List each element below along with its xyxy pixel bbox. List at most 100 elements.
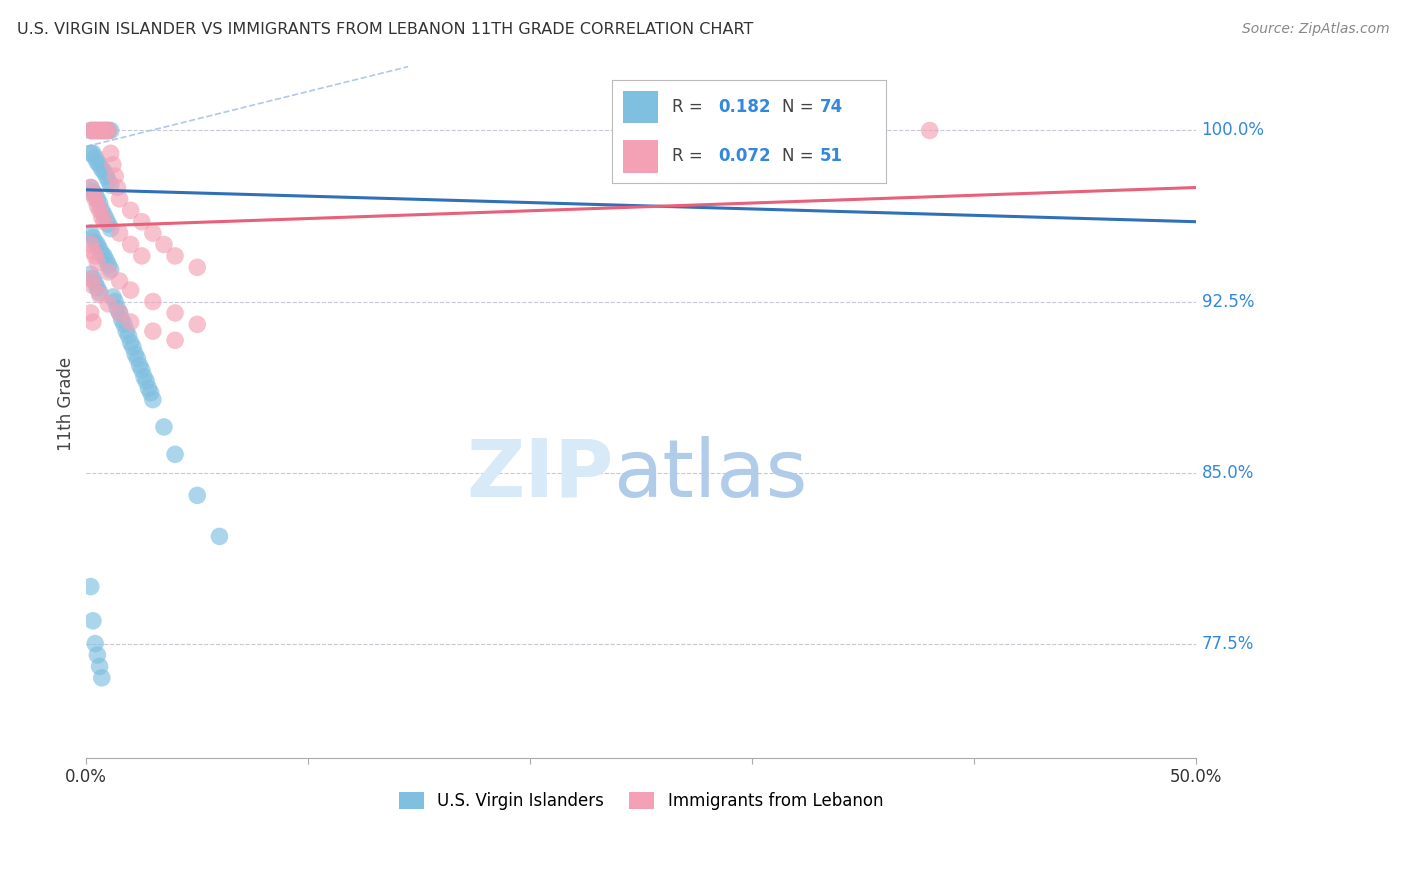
- Text: 51: 51: [820, 147, 844, 165]
- Point: [90, 671, 112, 685]
- Text: atlas: atlas: [613, 436, 808, 514]
- Text: U.S. VIRGIN ISLANDER VS IMMIGRANTS FROM LEBANON 11TH GRADE CORRELATION CHART: U.S. VIRGIN ISLANDER VS IMMIGRANTS FROM …: [17, 22, 754, 37]
- Text: 85.0%: 85.0%: [1202, 464, 1254, 482]
- Point: [90, 123, 112, 137]
- Point: [97, 265, 120, 279]
- Point: [80, 267, 103, 281]
- Point: [80, 146, 103, 161]
- Point: [97, 123, 120, 137]
- Point: [131, 363, 153, 377]
- Y-axis label: 11th Grade: 11th Grade: [58, 357, 75, 451]
- Point: [82, 123, 104, 137]
- Point: [82, 271, 104, 285]
- Point: [186, 488, 208, 502]
- Point: [96, 212, 118, 227]
- Point: [108, 306, 131, 320]
- Point: [90, 210, 112, 224]
- Point: [127, 351, 149, 366]
- Point: [165, 334, 187, 348]
- Point: [142, 392, 165, 407]
- Point: [108, 226, 131, 240]
- Point: [82, 614, 104, 628]
- Point: [86, 256, 108, 270]
- Point: [135, 375, 157, 389]
- Point: [111, 313, 134, 327]
- Point: [90, 162, 112, 177]
- Point: [86, 648, 108, 662]
- Text: Source: ZipAtlas.com: Source: ZipAtlas.com: [1241, 22, 1389, 37]
- Point: [120, 335, 142, 350]
- Point: [120, 283, 142, 297]
- Point: [84, 235, 107, 250]
- Point: [90, 246, 112, 260]
- Point: [96, 169, 118, 183]
- Point: [80, 123, 103, 137]
- Point: [93, 123, 115, 137]
- Point: [80, 306, 103, 320]
- Point: [84, 277, 107, 291]
- Point: [93, 123, 115, 137]
- Point: [122, 340, 145, 354]
- Point: [89, 203, 111, 218]
- Point: [82, 187, 104, 202]
- Point: [86, 123, 108, 137]
- Text: 0.182: 0.182: [718, 98, 770, 116]
- Point: [80, 271, 103, 285]
- Point: [97, 217, 120, 231]
- Point: [82, 123, 104, 137]
- Point: [112, 318, 135, 332]
- Point: [142, 294, 165, 309]
- Point: [97, 123, 120, 137]
- Point: [918, 123, 941, 137]
- Point: [120, 203, 142, 218]
- Point: [80, 237, 103, 252]
- Point: [104, 294, 127, 309]
- Point: [82, 244, 104, 259]
- Point: [86, 199, 108, 213]
- Point: [96, 253, 118, 268]
- Point: [84, 123, 107, 137]
- Point: [165, 306, 187, 320]
- Text: N =: N =: [782, 98, 813, 116]
- Text: 100.0%: 100.0%: [1202, 121, 1264, 139]
- Point: [108, 306, 131, 320]
- Point: [153, 420, 176, 434]
- Point: [100, 178, 122, 193]
- Text: R =: R =: [672, 147, 703, 165]
- Point: [100, 262, 122, 277]
- Point: [84, 249, 107, 263]
- Point: [84, 151, 107, 165]
- Point: [97, 297, 120, 311]
- Legend: U.S. Virgin Islanders, Immigrants from Lebanon: U.S. Virgin Islanders, Immigrants from L…: [392, 785, 890, 816]
- Point: [153, 237, 176, 252]
- Point: [165, 447, 187, 461]
- Point: [84, 637, 107, 651]
- Point: [80, 123, 103, 137]
- Point: [89, 287, 111, 301]
- Text: 74: 74: [820, 98, 844, 116]
- Point: [139, 385, 162, 400]
- Point: [208, 529, 231, 543]
- Point: [101, 158, 124, 172]
- Text: R =: R =: [672, 98, 703, 116]
- Point: [84, 123, 107, 137]
- Point: [105, 180, 128, 194]
- Point: [117, 328, 139, 343]
- Point: [93, 164, 115, 178]
- Point: [142, 324, 165, 338]
- Point: [165, 249, 187, 263]
- Point: [80, 180, 103, 194]
- Point: [86, 155, 108, 169]
- Point: [86, 192, 108, 206]
- FancyBboxPatch shape: [623, 91, 658, 123]
- Point: [89, 242, 111, 256]
- Text: 0.072: 0.072: [718, 147, 770, 165]
- Point: [104, 169, 127, 183]
- Point: [82, 185, 104, 199]
- FancyBboxPatch shape: [623, 140, 658, 173]
- Point: [80, 580, 103, 594]
- Point: [120, 315, 142, 329]
- Point: [90, 123, 112, 137]
- Point: [86, 123, 108, 137]
- Point: [100, 221, 122, 235]
